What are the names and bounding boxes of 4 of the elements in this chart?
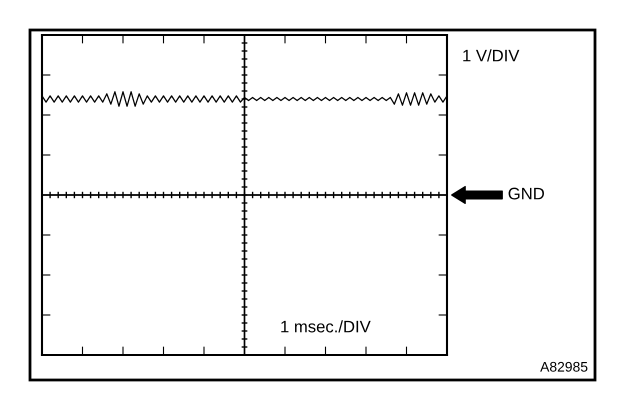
text: 1 V/DIV	[463, 49, 520, 62]
text: 1 msec./DIV	[281, 320, 371, 332]
text: A82985	[540, 362, 588, 372]
text: GND	[508, 188, 544, 200]
